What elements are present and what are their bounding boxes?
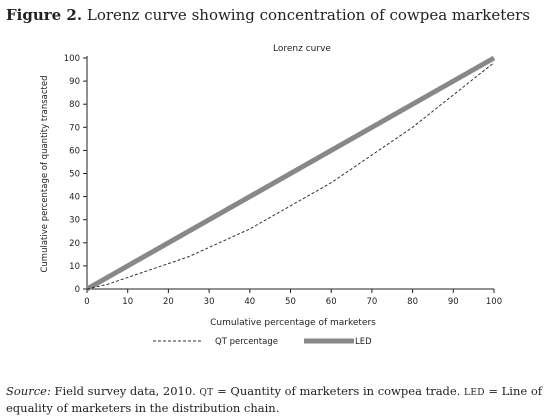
figure-title: Figure 2. Lorenz curve showing concentra… [6, 6, 554, 24]
y-tick-label: 80 [69, 100, 80, 110]
series-line-led [85, 55, 496, 292]
lorenz-chart: Lorenz curve 0 10 20 30 40 50 60 70 80 90 100 0 10 20… [0, 34, 558, 364]
y-tick-label: 0 [75, 285, 80, 295]
y-tick-label: 30 [69, 216, 80, 226]
caption-abbr-led: LED [464, 388, 485, 398]
legend-label-1: LED [355, 337, 372, 347]
x-tick-label: 50 [285, 297, 296, 307]
caption-source-label: Source: [6, 384, 51, 398]
y-tick-label: 50 [69, 170, 80, 180]
axes: 0 10 20 30 40 50 60 70 80 90 100 0 10 20 30 40 50 60 70 80 9… [64, 54, 502, 307]
legend-label-0: QT percentage [215, 337, 278, 347]
caption-led-text: = Line of equality of marketers in the d… [6, 384, 543, 415]
x-tick-label: 20 [163, 297, 174, 307]
figure-title-text: Lorenz curve showing concentration of co… [86, 6, 530, 24]
y-tick-label: 100 [64, 54, 80, 64]
x-tick-label: 30 [204, 297, 215, 307]
x-tick-label: 80 [407, 297, 418, 307]
y-tick-label: 60 [69, 146, 80, 156]
y-axis-label: Cumulative percentage of quantity transa… [40, 75, 50, 272]
x-axis-label: Cumulative percentage of marketers [210, 318, 376, 328]
x-tick-label: 60 [326, 297, 337, 307]
y-tick-label: 40 [69, 193, 80, 203]
caption-abbr-qt: QT [199, 388, 214, 398]
figure-number: Figure 2. [6, 6, 83, 24]
x-tick-label: 40 [244, 297, 255, 307]
series-line-qt-percentage [86, 62, 495, 290]
y-tick-label: 90 [69, 77, 80, 87]
x-tick-label: 70 [366, 297, 377, 307]
x-tick-label: 100 [486, 297, 502, 307]
y-tick-label: 10 [69, 262, 80, 272]
figure-caption: Source: Field survey data, 2010. QT = Qu… [6, 384, 554, 416]
x-tick-label: 10 [122, 297, 133, 307]
caption-source-text: Field survey data, 2010. [54, 384, 196, 398]
y-tick-label: 70 [69, 123, 80, 133]
legend: QT percentage LED [153, 337, 372, 347]
series-layer [85, 55, 496, 292]
x-tick-label: 90 [448, 297, 459, 307]
chart-title: Lorenz curve [273, 44, 331, 54]
caption-qt-text: = Quantity of marketers in cowpea trade. [217, 384, 461, 398]
x-tick-label: 0 [84, 297, 89, 307]
chart-svg: Lorenz curve 0 10 20 30 40 50 60 70 80 90 100 0 10 20… [40, 44, 502, 347]
y-tick-label: 20 [69, 239, 80, 249]
